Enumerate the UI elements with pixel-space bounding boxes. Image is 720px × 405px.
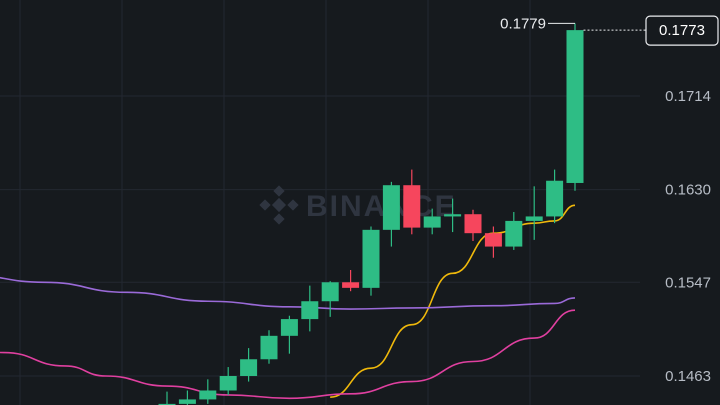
candle-up <box>566 23 584 191</box>
candle-body <box>403 185 421 228</box>
candle-body <box>342 282 360 288</box>
price-tick-label: 0.1547 <box>665 274 711 291</box>
high-price-label: 0.1779 <box>500 15 546 32</box>
candle-up <box>301 285 319 332</box>
candle-up <box>158 391 176 405</box>
candle-down <box>464 209 482 241</box>
candle-up <box>382 181 400 247</box>
candle-up <box>219 367 237 395</box>
candle-up <box>260 330 278 364</box>
candles <box>158 23 584 405</box>
candle-body <box>301 301 319 320</box>
candle-body <box>423 216 441 228</box>
candle-body <box>382 185 400 230</box>
candle-down <box>403 169 421 235</box>
candle-body <box>260 335 278 360</box>
candle-up <box>280 315 298 354</box>
candle-body <box>199 390 217 400</box>
moving-average-line-ma_mid <box>0 309 576 400</box>
candle-up <box>321 281 339 317</box>
candle-body <box>158 403 176 405</box>
grid-lines <box>0 0 640 405</box>
candle-up <box>525 186 543 240</box>
candle-up <box>199 379 217 404</box>
candle-body <box>484 233 502 247</box>
candle-body <box>321 282 339 302</box>
candle-up <box>423 208 441 235</box>
price-axis[interactable]: 0.1714 0.1630 0.1547 0.1463 <box>665 88 711 385</box>
candle-up <box>240 348 258 382</box>
candle-body <box>362 229 380 288</box>
current-price-box <box>645 15 719 46</box>
price-tick-label: 0.1463 <box>665 368 711 385</box>
candle-body <box>240 359 258 376</box>
candle-body <box>546 180 564 217</box>
candle-down <box>484 226 502 258</box>
price-markers: 0.1779 0.1773 <box>500 15 719 46</box>
candle-body <box>280 319 298 336</box>
candle-up <box>444 198 462 233</box>
candle-up <box>178 390 196 405</box>
candle-down <box>342 270 360 292</box>
binance-logo-icon <box>259 185 299 225</box>
candle-body <box>464 214 482 234</box>
candle-body <box>566 30 584 183</box>
price-tick-label: 0.1714 <box>665 88 711 105</box>
candle-up <box>546 169 564 224</box>
moving-average-line-ma_slow <box>0 276 576 310</box>
candle-body <box>219 375 237 391</box>
candle-up <box>505 211 523 250</box>
price-tick-label: 0.1630 <box>665 182 711 199</box>
candle-body <box>444 214 462 217</box>
moving-average-lines <box>0 204 576 400</box>
current-price-tag: 0.1773 <box>645 15 719 46</box>
moving-average-line-ma_fast <box>330 204 576 398</box>
candle-up <box>362 226 380 296</box>
current-price-value: 0.1773 <box>659 22 705 39</box>
candle-body <box>505 220 523 247</box>
candle-body <box>525 216 543 221</box>
candle-body <box>178 399 196 404</box>
